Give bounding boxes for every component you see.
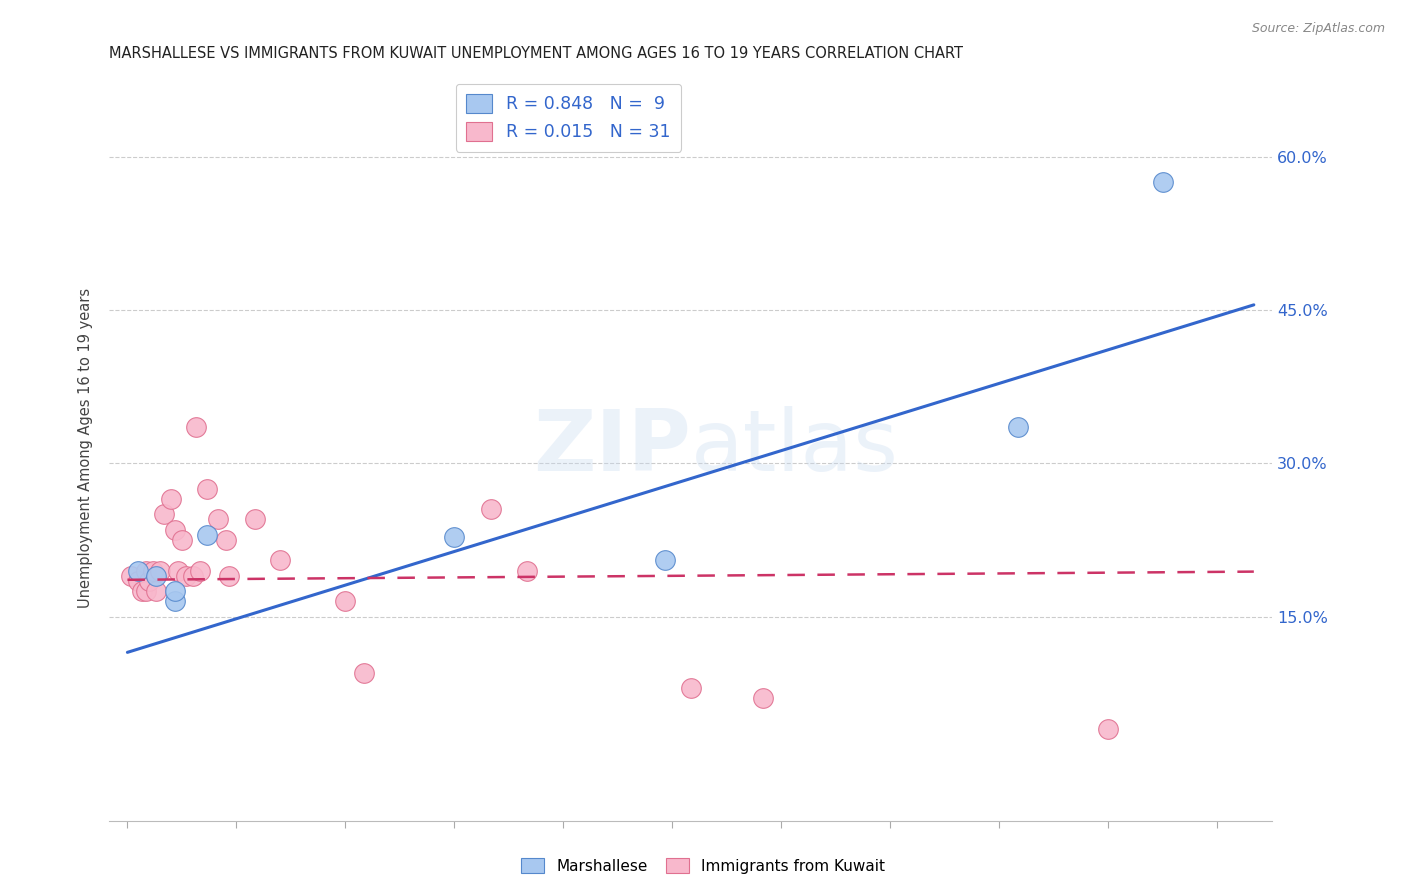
Y-axis label: Unemployment Among Ages 16 to 19 years: Unemployment Among Ages 16 to 19 years [79, 288, 93, 608]
Point [335, 594, 357, 608]
Point [195, 528, 218, 542]
Point [138, 574, 160, 588]
Point [160, 491, 183, 506]
Point [145, 584, 167, 599]
Text: ZIP: ZIP [533, 407, 690, 490]
Point [218, 568, 240, 582]
Point [654, 553, 676, 567]
Point [163, 523, 186, 537]
Point [131, 584, 153, 599]
Point [127, 564, 149, 578]
Point [188, 564, 211, 578]
Point [353, 665, 375, 680]
Legend: Marshallese, Immigrants from Kuwait: Marshallese, Immigrants from Kuwait [515, 852, 891, 880]
Point [679, 681, 702, 695]
Point [163, 584, 186, 599]
Point [443, 530, 465, 544]
Point [135, 584, 157, 599]
Point [127, 574, 149, 588]
Point [1152, 175, 1174, 189]
Point [214, 533, 236, 547]
Point [170, 533, 193, 547]
Text: Source: ZipAtlas.com: Source: ZipAtlas.com [1251, 22, 1385, 36]
Point [145, 568, 167, 582]
Point [152, 508, 174, 522]
Legend: R = 0.848   N =  9, R = 0.015   N = 31: R = 0.848 N = 9, R = 0.015 N = 31 [456, 84, 681, 152]
Point [1097, 722, 1119, 736]
Point [243, 512, 266, 526]
Point [149, 564, 172, 578]
Point [752, 691, 775, 706]
Point [269, 553, 291, 567]
Point [186, 420, 208, 434]
Point [207, 512, 229, 526]
Text: MARSHALLESE VS IMMIGRANTS FROM KUWAIT UNEMPLOYMENT AMONG AGES 16 TO 19 YEARS COR: MARSHALLESE VS IMMIGRANTS FROM KUWAIT UN… [110, 46, 963, 62]
Point [135, 564, 157, 578]
Point [167, 564, 190, 578]
Point [181, 568, 204, 582]
Text: atlas: atlas [690, 407, 898, 490]
Point [516, 564, 538, 578]
Point [163, 594, 186, 608]
Point [479, 502, 502, 516]
Point [142, 564, 165, 578]
Point [1007, 420, 1029, 434]
Point [174, 568, 197, 582]
Point [195, 482, 218, 496]
Point [120, 568, 142, 582]
